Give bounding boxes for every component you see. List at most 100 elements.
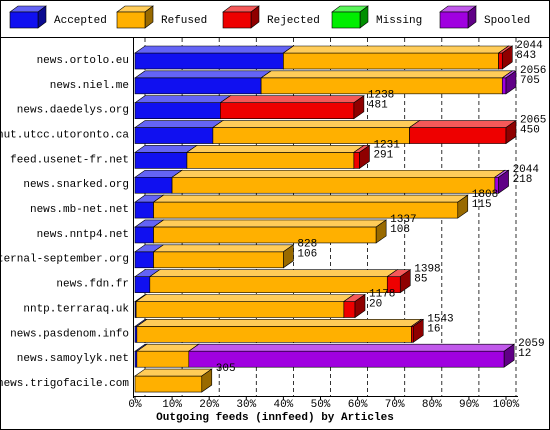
count-label: 2056	[520, 65, 546, 77]
bar-side	[201, 368, 213, 393]
bar-top	[135, 319, 423, 327]
bar-top	[219, 95, 365, 103]
bar-top	[135, 294, 355, 302]
bar	[134, 52, 284, 70]
y-tick-label: news.pasdenom.info	[10, 328, 129, 340]
bar-top	[152, 194, 469, 203]
x-tick-label: 90%	[459, 399, 479, 411]
bar-side	[375, 219, 387, 244]
count-label: 1543	[427, 313, 453, 325]
bar-top	[408, 120, 517, 128]
legend-swatch	[331, 11, 361, 29]
bar	[134, 226, 154, 244]
bar	[134, 176, 173, 194]
y-tick-label: news.trigofacile.com	[0, 378, 129, 390]
x-tick-label: 10%	[162, 399, 182, 411]
x-tick-label: 100%	[493, 399, 520, 411]
bar-top	[152, 244, 295, 253]
count-label: 1337	[390, 214, 416, 226]
bar	[134, 276, 151, 293]
count-label: 108	[390, 224, 410, 236]
count-label: 16	[427, 323, 440, 335]
x-tick-label: 40%	[273, 399, 293, 411]
count-label: 2059	[518, 338, 544, 350]
count-label: 218	[513, 174, 533, 186]
bar-side	[505, 119, 517, 145]
bar-top	[260, 70, 514, 79]
y-tick-label: news.fdn.fr	[56, 279, 129, 291]
count-label: 481	[368, 100, 388, 112]
x-tick-label: 0%	[128, 399, 142, 411]
legend-label: Rejected	[267, 15, 320, 27]
bar	[501, 77, 507, 95]
bar-side	[457, 194, 469, 219]
bar-top	[282, 45, 510, 54]
bar	[134, 375, 203, 393]
bar-top	[134, 95, 232, 103]
bar	[134, 77, 262, 95]
count-label: 106	[297, 249, 317, 261]
bar	[134, 251, 154, 269]
count-label: 2065	[520, 114, 546, 126]
bar	[353, 152, 360, 169]
y-tick-label: news.snarked.org	[23, 179, 129, 191]
y-tick-label: news.nntp4.net	[37, 229, 129, 241]
bar	[409, 127, 507, 144]
bar	[135, 301, 345, 318]
legend-label: Refused	[161, 15, 207, 27]
bar	[136, 326, 412, 343]
bar-top	[134, 145, 198, 153]
bar-side	[412, 318, 424, 343]
bar-top	[187, 343, 516, 352]
count-label: 1178	[369, 288, 395, 300]
x-tick-label: 80%	[422, 399, 442, 411]
bar	[343, 301, 356, 318]
y-tick-label: news.daedelys.org	[17, 105, 129, 117]
x-tick-label: 20%	[199, 399, 219, 411]
bar-top	[134, 368, 213, 377]
bar-side	[399, 269, 411, 294]
y-tick-label: news.niel.me	[50, 80, 129, 92]
bar	[153, 226, 377, 244]
count-label: 85	[414, 274, 427, 286]
count-label: 1231	[373, 139, 400, 151]
count-label: 705	[520, 75, 540, 87]
legend-label: Accepted	[54, 15, 107, 27]
bar-side	[503, 343, 515, 368]
count-label: 291	[373, 149, 393, 161]
bar	[186, 152, 355, 169]
bar-side	[498, 169, 509, 194]
bar-top	[134, 45, 295, 54]
bar	[149, 276, 388, 293]
count-label: 828	[297, 239, 317, 251]
bar	[134, 152, 188, 169]
bar	[153, 251, 284, 269]
bar	[134, 201, 154, 219]
bar-side	[353, 95, 365, 120]
legend-swatch	[9, 11, 39, 29]
bar-top	[152, 219, 388, 228]
y-tick-label: news.samoylyk.net	[17, 353, 129, 365]
bar	[283, 52, 499, 70]
count-label: 1238	[368, 90, 394, 102]
bar-top	[171, 169, 506, 178]
bar-side	[359, 144, 370, 169]
bar-side	[501, 45, 513, 70]
bar-top	[211, 120, 421, 128]
y-tick-label: eternal-september.org	[0, 254, 129, 266]
count-label: 305	[216, 363, 236, 375]
legend-label: Missing	[376, 15, 422, 27]
count-label: 450	[520, 124, 540, 136]
count-label: 843	[516, 50, 536, 62]
bar	[498, 52, 503, 70]
y-tick-label: feed.usenet-fr.net	[10, 154, 129, 166]
count-label: 20	[369, 298, 382, 310]
bar-side	[354, 293, 366, 319]
bar	[188, 350, 505, 368]
x-tick-label: 60%	[348, 399, 368, 411]
bar	[220, 102, 355, 119]
bar-top	[135, 343, 200, 352]
x-tick-label: 70%	[385, 399, 405, 411]
bar	[171, 176, 496, 194]
